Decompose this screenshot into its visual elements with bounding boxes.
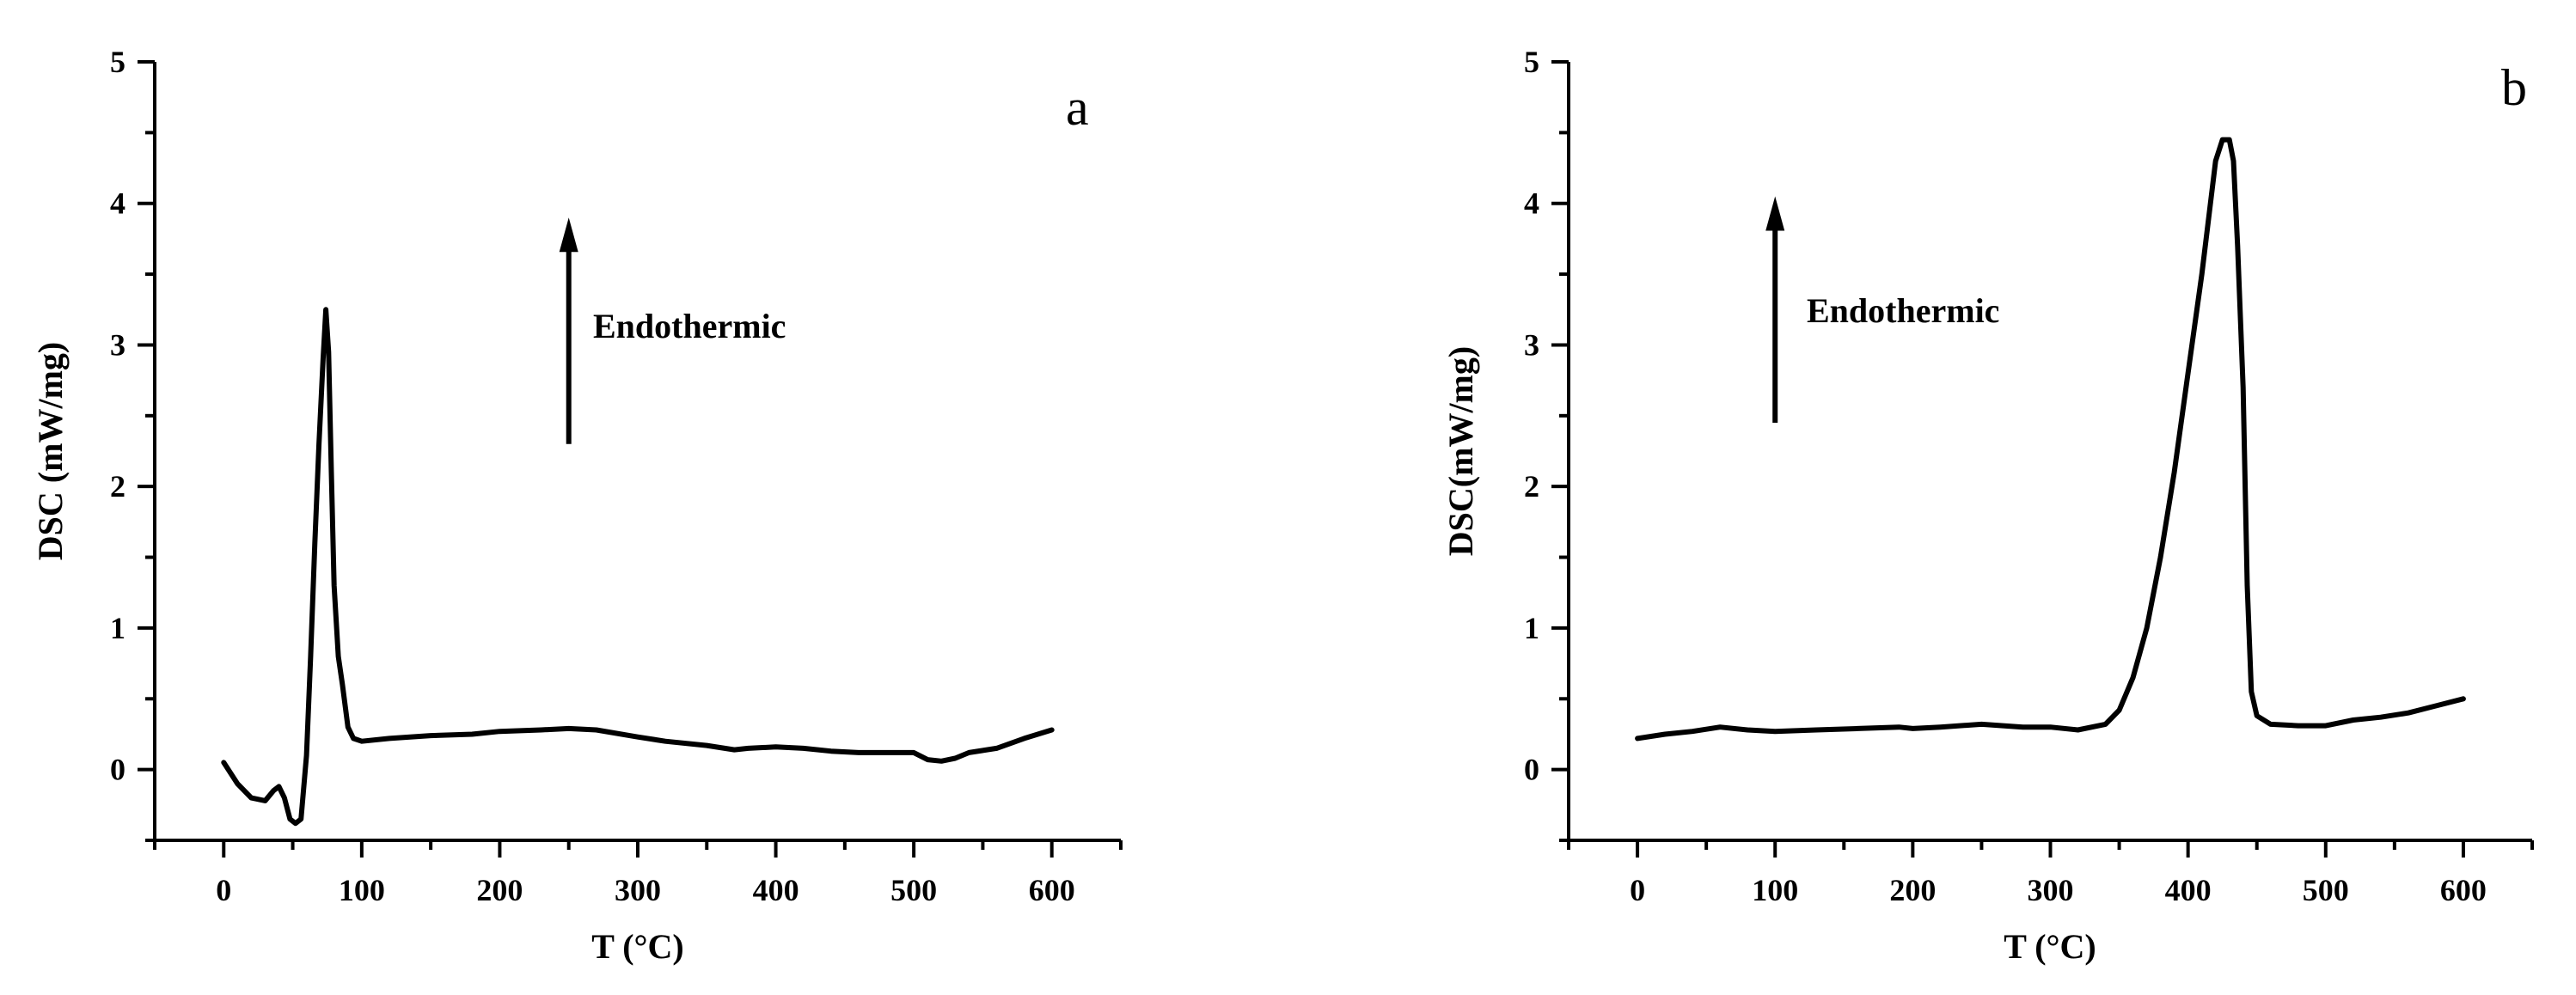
y-tick-label-b-4: 4 (1524, 186, 1539, 221)
y-tick-label-a-2: 2 (110, 469, 125, 504)
x-axis-title-a: T (°C) (591, 927, 683, 966)
y-ticks-b: 0 1 2 3 4 5 (1524, 45, 1569, 842)
x-tick-label-b-300: 300 (2028, 873, 2074, 907)
panel-b: 0 100 200 300 400 500 600 0 1 2 3 4 5 Endothermic b… (1441, 45, 2534, 966)
x-tick-label-b-200: 200 (1889, 873, 1936, 907)
x-tick-label-b-400: 400 (2165, 873, 2212, 907)
x-tick-label-b-500: 500 (2303, 873, 2349, 907)
x-tick-label-a-300: 300 (615, 873, 661, 907)
dsc-curve-a (221, 307, 1055, 827)
y-tick-label-a-0: 0 (110, 753, 125, 787)
plot-area-b: 0 100 200 300 400 500 600 0 1 2 3 4 5 Endothermic b (1524, 45, 2534, 907)
y-tick-label-a-4: 4 (110, 186, 125, 221)
y-tick-label-b-0: 0 (1524, 753, 1539, 787)
plot-area-a: 0 100 200 300 400 500 600 0 1 2 3 4 5 Endothermic a (110, 45, 1123, 907)
x-tick-label-a-100: 100 (339, 873, 385, 907)
y-axis-title-b: DSC(mW/mg) (1441, 346, 1480, 556)
y-tick-label-a-1: 1 (110, 611, 125, 645)
x-tick-label-b-0: 0 (1630, 873, 1645, 907)
y-axis-title-a: DSC (mW/mg) (31, 342, 70, 560)
x-ticks-b: 0 100 200 300 400 500 600 (1567, 840, 2534, 907)
x-tick-label-b-100: 100 (1752, 873, 1798, 907)
x-tick-label-a-600: 600 (1029, 873, 1075, 907)
y-tick-label-a-5: 5 (110, 45, 125, 79)
y-tick-label-b-1: 1 (1524, 611, 1539, 645)
x-tick-label-b-600: 600 (2440, 873, 2487, 907)
panel-a: 0 100 200 300 400 500 600 0 1 2 3 4 5 Endothermic a… (31, 45, 1123, 966)
y-tick-label-b-2: 2 (1524, 469, 1539, 504)
y-tick-label-b-3: 3 (1524, 327, 1539, 362)
y-ticks-a: 0 1 2 3 4 5 (110, 45, 155, 842)
endothermic-arrow-head-a (559, 217, 578, 253)
endothermic-label-b: Endothermic (1807, 291, 1999, 330)
x-tick-label-a-200: 200 (476, 873, 523, 907)
x-axis-title-b: T (°C) (2004, 927, 2096, 966)
dsc-curve-b (1635, 137, 2466, 742)
endothermic-label-a: Endothermic (593, 307, 786, 345)
y-tick-label-b-5: 5 (1524, 45, 1539, 79)
x-tick-label-a-0: 0 (216, 873, 231, 907)
panel-label-b: b (2501, 59, 2527, 116)
y-tick-label-a-3: 3 (110, 327, 125, 362)
endothermic-arrow-head-b (1765, 196, 1785, 231)
x-tick-label-a-500: 500 (890, 873, 937, 907)
x-ticks-a: 0 100 200 300 400 500 600 (153, 840, 1123, 907)
x-tick-label-a-400: 400 (753, 873, 799, 907)
panel-label-a: a (1066, 79, 1089, 136)
